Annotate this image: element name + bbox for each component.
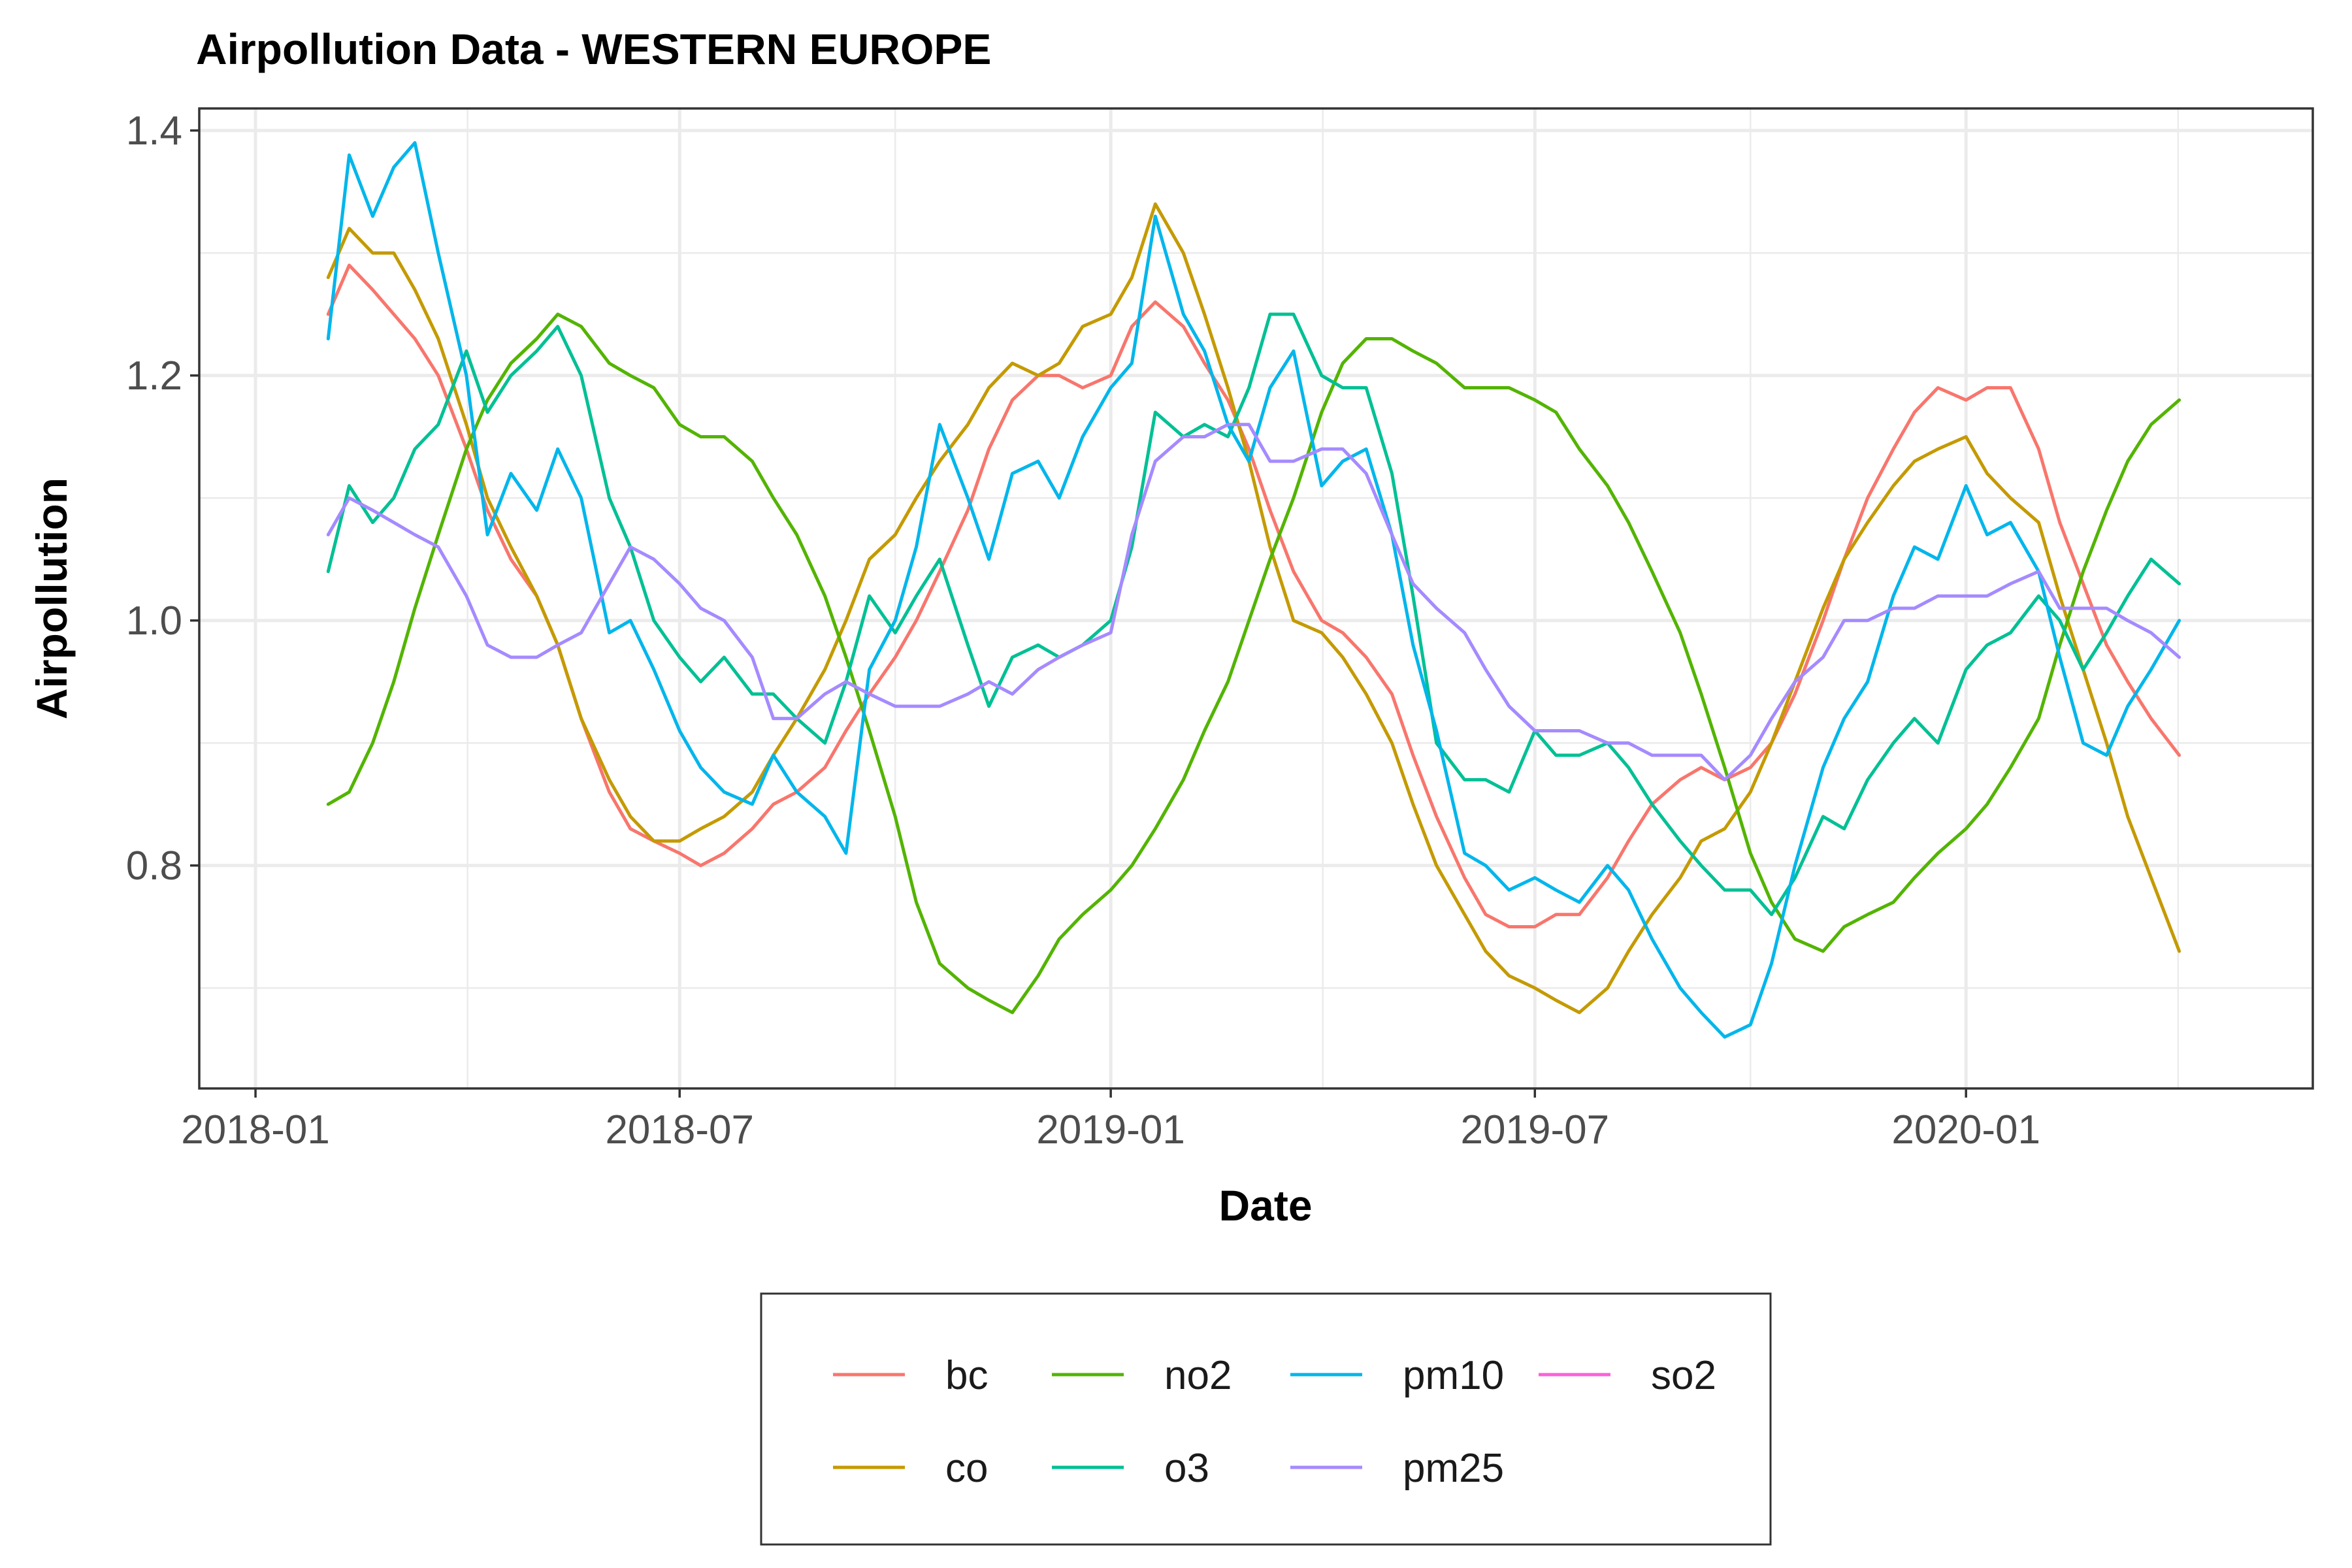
legend-label-pm10: pm10 [1403, 1353, 1504, 1398]
y-tick-label: 1.2 [126, 353, 182, 399]
legend-label-so2: so2 [1651, 1353, 1716, 1398]
legend-items: bc co no2 o3 pm10 pm25 so2 [833, 1353, 1716, 1491]
x-tick-label: 2020-01 [1891, 1107, 2040, 1152]
legend-label-no2: no2 [1164, 1353, 1232, 1398]
x-axis-title: Date [1218, 1181, 1312, 1230]
y-axis-title: Airpollution [27, 478, 76, 719]
legend-label-pm25: pm25 [1403, 1446, 1504, 1491]
y-tick-label: 0.8 [126, 843, 182, 889]
y-tick-label: 1.4 [126, 108, 182, 154]
legend-label-o3: o3 [1164, 1446, 1209, 1491]
chart-title: Airpollution Data - WESTERN EUROPE [196, 25, 991, 73]
x-tick-label: 2019-01 [1036, 1107, 1185, 1152]
legend-label-bc: bc [945, 1353, 988, 1398]
minor-gridlines [199, 108, 2313, 1088]
legend: bc co no2 o3 pm10 pm25 so2 [760, 1292, 1772, 1546]
x-tick-label: 2019-07 [1461, 1107, 1610, 1152]
x-tick-label: 2018-07 [605, 1107, 754, 1152]
y-tick-label: 1.0 [126, 598, 182, 644]
series-line-pm10 [326, 141, 2181, 1039]
series-lines [326, 141, 2181, 1039]
legend-label-co: co [945, 1446, 988, 1491]
x-axis: 2018-01 2018-07 2019-01 2019-07 2020-01 [181, 1088, 2040, 1152]
series-line-pm25 [326, 423, 2181, 781]
x-tick-label: 2018-01 [181, 1107, 330, 1152]
legend-box [760, 1292, 1772, 1546]
plot-panel [198, 107, 2314, 1090]
series-line-no2 [326, 312, 2181, 1015]
panel-border [198, 107, 2314, 1090]
y-axis: 0.8 1.0 1.2 1.4 [126, 108, 199, 889]
series-line-bc [326, 263, 2181, 928]
